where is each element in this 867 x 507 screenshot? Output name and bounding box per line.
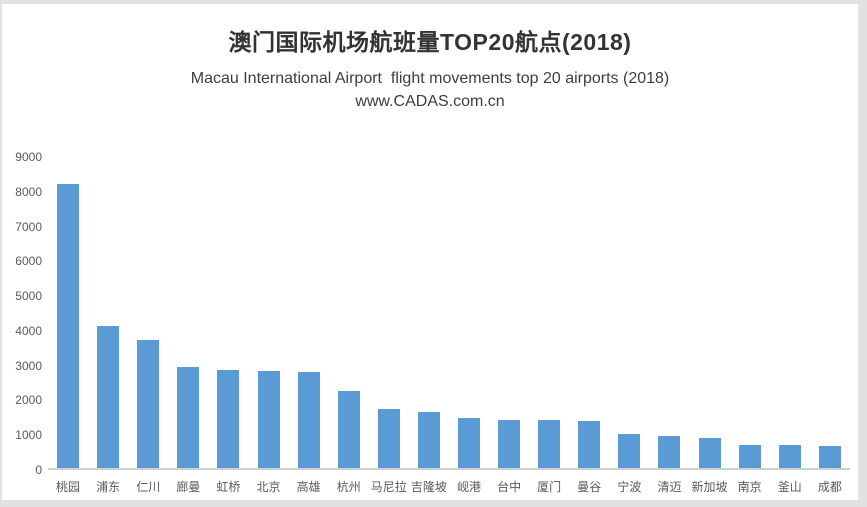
y-axis-tick-label: 9000 <box>15 150 42 164</box>
x-axis-category-label: 桃园 <box>56 480 81 494</box>
bar-slot <box>48 157 88 468</box>
source-website: www.CADAS.com.cn <box>355 93 505 110</box>
y-axis-tick-label: 7000 <box>15 219 42 234</box>
bar-虹桥 <box>217 369 240 468</box>
bar-浦东 <box>97 325 120 468</box>
x-axis-category-label: 马尼拉 <box>370 480 407 494</box>
y-axis-tick-label: 4000 <box>15 323 42 338</box>
bar-slot <box>248 157 288 468</box>
bar-曼谷 <box>578 420 601 468</box>
x-axis-category-label: 清迈 <box>657 480 682 494</box>
bar-台中 <box>498 419 521 468</box>
bar-高雄 <box>297 371 320 468</box>
bar-新加坡 <box>698 437 721 468</box>
x-axis-category-label: 仁川 <box>136 480 161 494</box>
bar-slot <box>810 157 850 468</box>
bar-slot <box>128 157 168 468</box>
bar-slot <box>690 157 730 468</box>
x-axis-category-label: 高雄 <box>296 480 321 494</box>
bar-chart: 9000 8000 7000 6000 5000 4000 3000 2000 1000 0 桃园… <box>2 144 858 500</box>
y-axis-tick-label: 2000 <box>15 393 42 408</box>
bar-南京 <box>738 445 761 468</box>
x-axis-category-label: 宁波 <box>617 480 642 494</box>
bar-廊曼 <box>177 366 200 468</box>
chart-card: 澳门国际机场航班量TOP20航点(2018) Macau Internation… <box>2 4 858 500</box>
x-axis-category-label: 新加坡 <box>691 480 728 494</box>
bar-slot <box>770 157 810 468</box>
x-axis-category-label: 成都 <box>817 480 842 494</box>
bar-清迈 <box>658 435 681 468</box>
bar-slot <box>529 157 569 468</box>
x-axis-category-label: 浦东 <box>96 480 121 494</box>
bar-slot <box>208 157 248 468</box>
bar-slot <box>569 157 609 468</box>
chart-subtitle: Macau International Airport flight movem… <box>190 70 670 87</box>
bar-slot <box>489 157 529 468</box>
bar-slot <box>168 157 208 468</box>
x-axis-category-label: 曼谷 <box>577 480 602 494</box>
y-axis-tick-label: 6000 <box>15 254 42 269</box>
y-axis-tick-label: 5000 <box>15 289 42 304</box>
plot-area <box>48 157 850 470</box>
bar-slot <box>649 157 689 468</box>
x-axis-category-label: 釜山 <box>777 480 802 494</box>
chart-title: 澳门国际机场航班量TOP20航点(2018) <box>228 29 632 55</box>
x-axis-category-label: 厦门 <box>537 480 562 494</box>
y-axis-tick-label: 0 <box>35 463 42 477</box>
x-axis-category-label: 岘港 <box>456 480 481 494</box>
bar-slot <box>88 157 128 468</box>
x-axis: 桃园 浦东 仁川 廊曼 虹桥 北京 高雄 杭州 马尼拉 吉隆坡 岘港 台中 厦门 曼谷 宁波 清迈 新加坡 南京 釜… <box>48 478 850 495</box>
bar-岘港 <box>457 417 480 468</box>
bar-马尼拉 <box>377 408 400 468</box>
bar-slot <box>449 157 489 468</box>
bar-厦门 <box>538 420 561 468</box>
y-axis-tick-label: 3000 <box>15 358 42 373</box>
bar-吉隆坡 <box>417 412 440 468</box>
bar-桃园 <box>57 183 80 468</box>
y-axis-tick-label: 1000 <box>15 428 42 443</box>
bar-slot <box>409 157 449 468</box>
x-axis-category-label: 南京 <box>737 480 762 494</box>
x-axis-category-label: 吉隆坡 <box>410 480 447 494</box>
bar-仁川 <box>137 339 160 468</box>
bar-slot <box>369 157 409 468</box>
bar-釜山 <box>778 445 801 468</box>
bar-slot <box>329 157 369 468</box>
x-axis-category-label: 虹桥 <box>216 480 241 494</box>
bar-slot <box>730 157 770 468</box>
x-axis-category-label: 北京 <box>256 480 281 494</box>
bar-杭州 <box>337 390 360 468</box>
bar-北京 <box>257 370 280 468</box>
bar-成都 <box>818 445 841 468</box>
bar-slot <box>609 157 649 468</box>
bar-宁波 <box>618 434 641 468</box>
y-axis-tick-label: 8000 <box>15 184 42 199</box>
bar-slot <box>289 157 329 468</box>
x-axis-category-label: 杭州 <box>336 480 361 494</box>
x-axis-category-label: 台中 <box>497 480 522 494</box>
x-axis-category-label: 廊曼 <box>176 480 201 494</box>
